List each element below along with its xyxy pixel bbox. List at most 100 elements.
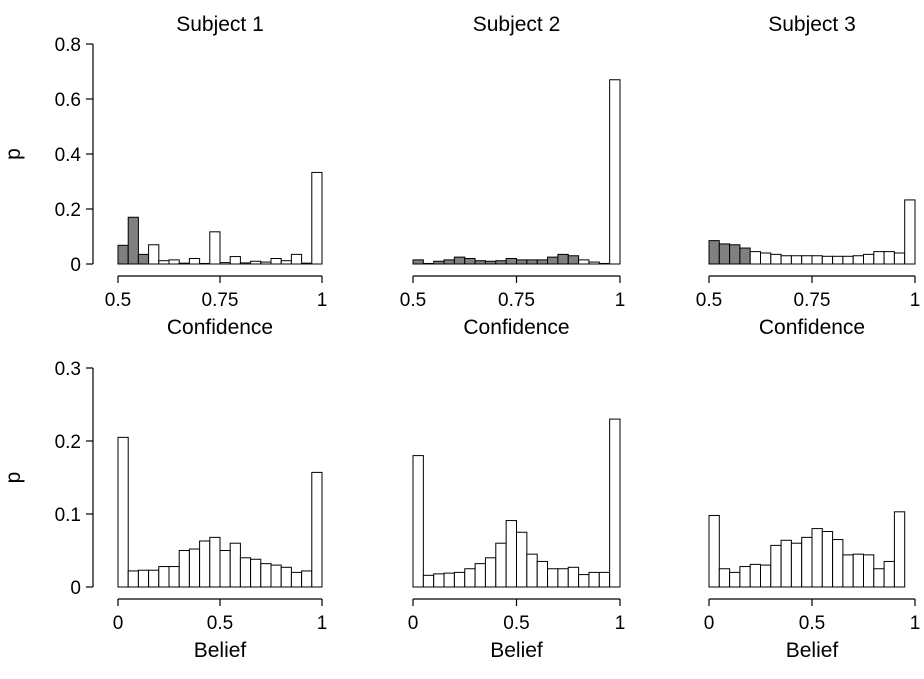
bar xyxy=(893,252,906,265)
panel-5: 0 0.5 1 Belief xyxy=(408,418,625,662)
bar xyxy=(863,554,875,588)
x-axis-label: Belief xyxy=(786,639,839,662)
bar xyxy=(516,259,528,265)
bar xyxy=(598,571,611,588)
y-tick-label: 0.2 xyxy=(55,432,81,453)
bar xyxy=(852,255,865,265)
x-axis-label: Belief xyxy=(490,639,543,662)
bar xyxy=(801,536,813,588)
y-tick-label: 0.6 xyxy=(55,90,81,111)
bar xyxy=(708,240,720,265)
bar xyxy=(790,542,803,588)
panel-3: 0.5 0.75 1 Confidence Subject 3 xyxy=(696,13,921,339)
y-tick-label: 0.2 xyxy=(55,200,81,221)
bar xyxy=(832,539,844,588)
bar xyxy=(547,568,559,588)
bar xyxy=(863,253,875,265)
panel-title: Subject 2 xyxy=(473,13,561,36)
bar xyxy=(168,259,180,265)
bar xyxy=(168,566,180,588)
bar xyxy=(505,520,517,588)
bar xyxy=(117,244,129,265)
bar xyxy=(547,256,559,265)
y-tick-label: 0.1 xyxy=(55,505,81,526)
bar xyxy=(270,564,282,588)
x-tick-label: 0.5 xyxy=(696,290,722,311)
x-tick-label: 1 xyxy=(910,613,921,634)
panel-4: 0 0.5 1 Belief 0 0.1 0.2 0.3 p xyxy=(2,359,327,662)
bar xyxy=(739,566,751,588)
bar xyxy=(526,259,538,265)
x-tick-label: 0 xyxy=(113,613,124,634)
bar xyxy=(199,262,211,265)
bar xyxy=(433,573,445,588)
bar xyxy=(578,574,590,588)
bar xyxy=(495,542,507,588)
bar xyxy=(301,262,313,265)
bar xyxy=(760,564,772,588)
x-tick-label: 0.5 xyxy=(799,613,825,634)
bar xyxy=(209,536,221,588)
x-tick-label: 1 xyxy=(910,290,921,311)
bar xyxy=(801,255,813,265)
bar xyxy=(137,569,150,588)
bar xyxy=(578,259,590,265)
bar xyxy=(883,560,895,588)
bar xyxy=(188,548,201,588)
bar xyxy=(127,570,139,588)
bar xyxy=(260,261,272,265)
bar xyxy=(433,260,445,265)
bar xyxy=(873,568,885,588)
bar xyxy=(422,262,435,265)
bar xyxy=(178,550,190,588)
panel-6: 0 0.5 1 Belief xyxy=(704,511,921,662)
y-axis-label: p xyxy=(2,472,25,484)
panel-title: Subject 1 xyxy=(176,13,264,36)
y-tick-label: 0.4 xyxy=(55,145,82,166)
bar xyxy=(148,569,160,588)
bar xyxy=(516,531,528,588)
bar xyxy=(280,260,292,265)
bar xyxy=(219,550,231,588)
x-axis-label: Belief xyxy=(194,639,247,662)
y-tick-label: 0 xyxy=(70,255,81,276)
bar xyxy=(718,568,731,588)
bar xyxy=(770,253,782,265)
bar xyxy=(588,261,600,265)
bar xyxy=(567,566,580,588)
bar xyxy=(270,258,282,265)
bar xyxy=(609,79,621,265)
bar xyxy=(842,255,854,265)
bar xyxy=(557,253,569,265)
bar xyxy=(852,553,865,588)
x-axis-label: Confidence xyxy=(463,316,569,339)
bar xyxy=(904,199,916,265)
bar xyxy=(412,259,424,265)
bar xyxy=(199,540,211,588)
bar xyxy=(239,262,252,265)
x-tick-label: 0 xyxy=(704,613,715,634)
bar xyxy=(290,571,303,588)
x-tick-label: 0 xyxy=(408,613,419,634)
bar xyxy=(188,258,201,265)
x-tick-label: 0.5 xyxy=(400,290,426,311)
bar xyxy=(505,258,517,265)
bar xyxy=(609,418,621,588)
bar xyxy=(832,255,844,265)
bar xyxy=(474,563,486,588)
x-tick-label: 0.5 xyxy=(207,613,233,634)
panel-2: 0.5 0.75 1 Confidence Subject 2 xyxy=(400,13,626,339)
y-tick-label: 0.3 xyxy=(55,359,81,380)
bar xyxy=(443,572,455,588)
bar xyxy=(311,171,323,265)
bar xyxy=(137,253,150,265)
x-tick-label: 1 xyxy=(317,613,328,634)
bar xyxy=(893,511,906,588)
bar xyxy=(209,231,221,265)
bar xyxy=(811,528,823,588)
bar xyxy=(729,244,741,265)
bar xyxy=(567,255,580,265)
bar xyxy=(718,243,731,265)
y-axis-label: p xyxy=(2,148,25,160)
